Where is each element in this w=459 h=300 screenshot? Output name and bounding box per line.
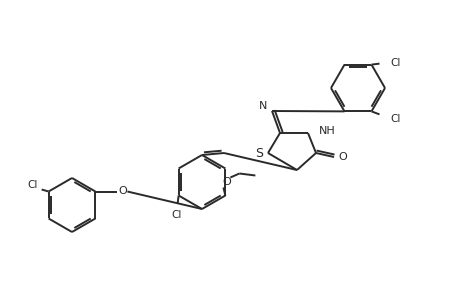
Text: Cl: Cl [171, 209, 181, 220]
Text: Cl: Cl [390, 58, 400, 68]
Text: Cl: Cl [390, 114, 400, 124]
Text: O: O [222, 176, 230, 187]
Text: O: O [118, 187, 127, 196]
Text: O: O [338, 152, 347, 162]
Text: S: S [254, 146, 263, 160]
Text: Cl: Cl [28, 179, 38, 190]
Text: NH: NH [318, 126, 335, 136]
Text: N: N [258, 101, 267, 111]
